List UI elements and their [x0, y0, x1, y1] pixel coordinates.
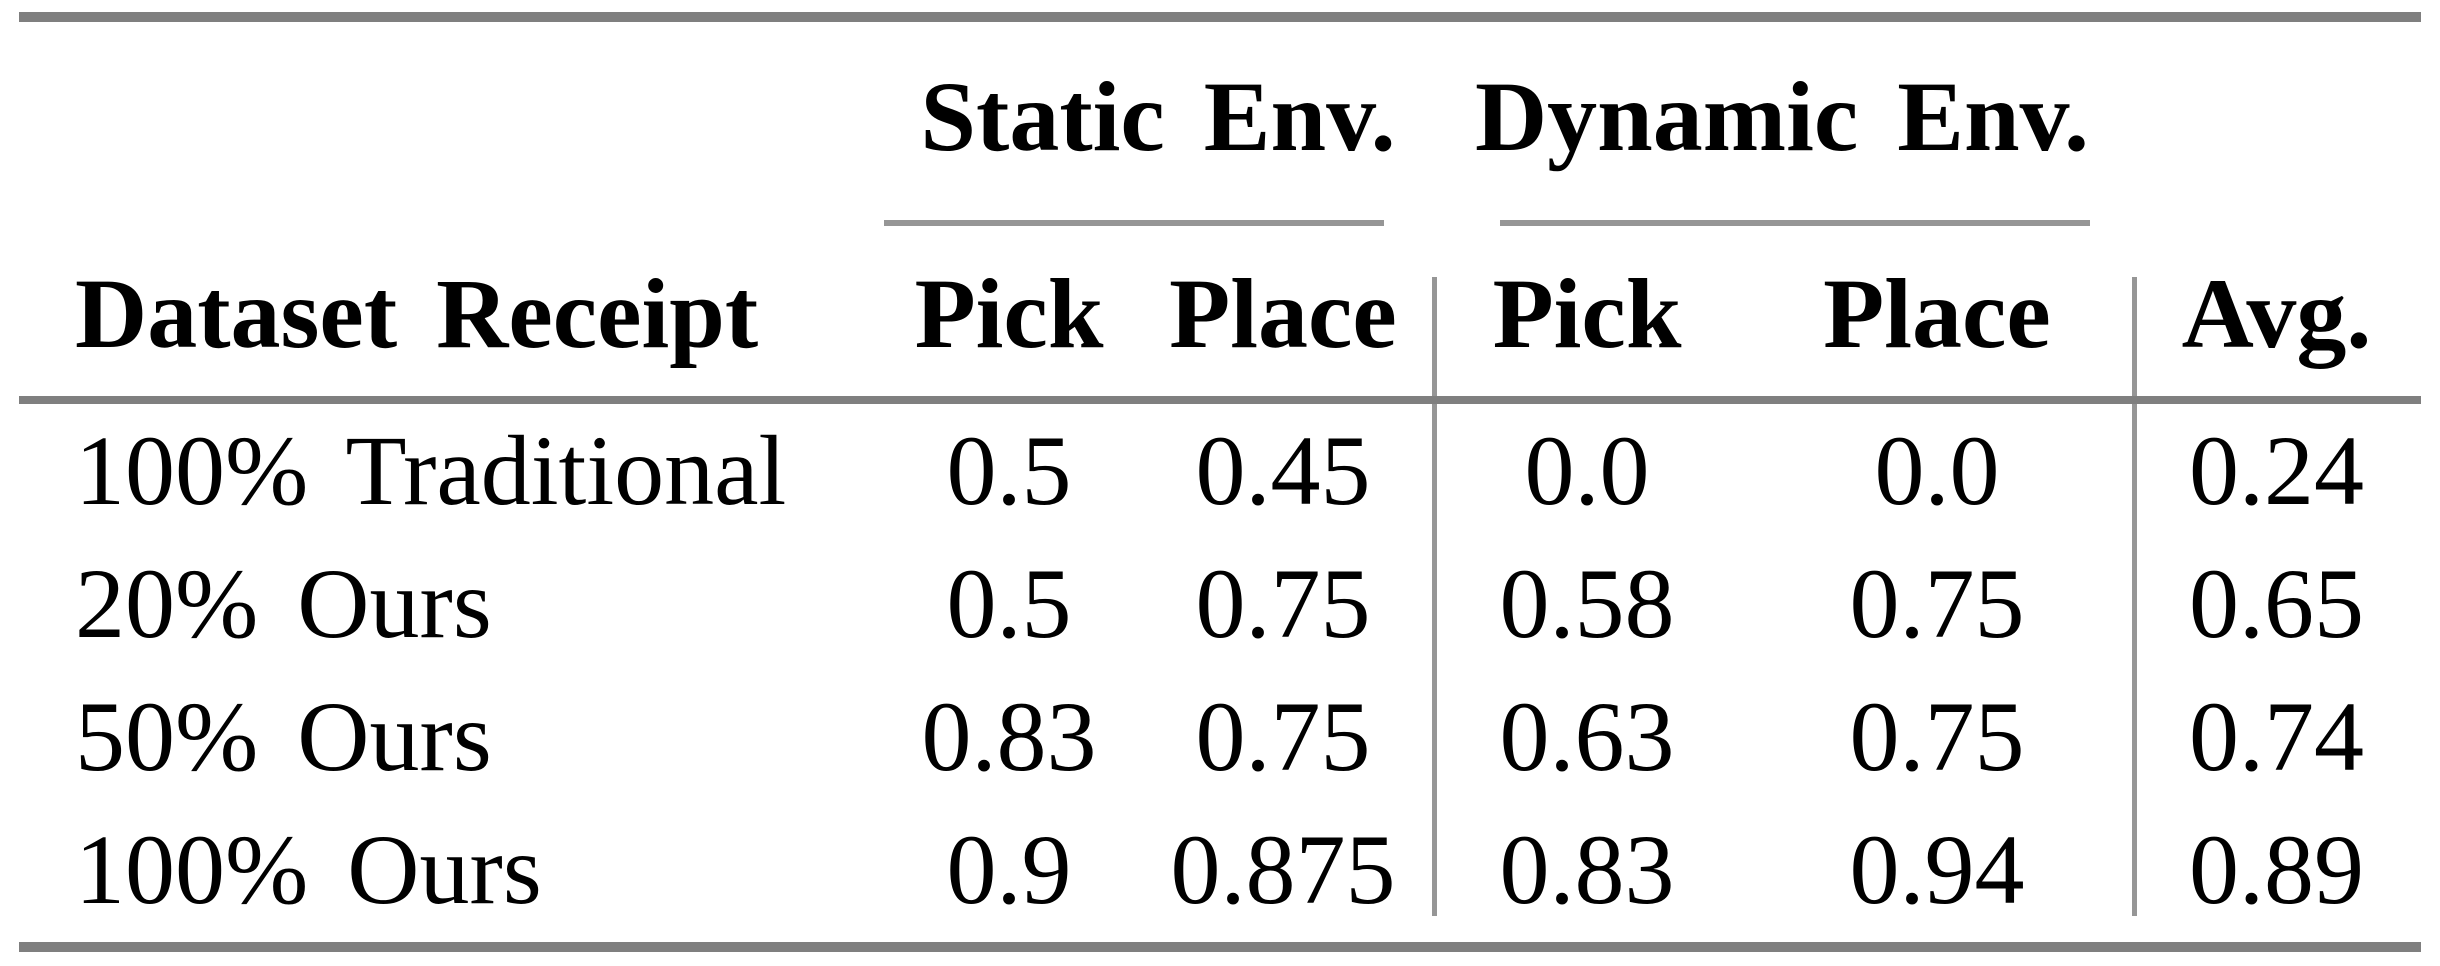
- group-header-static-label: Static Env.: [920, 61, 1396, 172]
- vertical-divider-rule: [1432, 537, 1437, 670]
- cell-value: 0.74: [2189, 680, 2364, 792]
- cell-static-pick: 0.5: [946, 547, 1072, 659]
- cell-value: 0.83: [1499, 813, 1675, 925]
- group-header-spacer-left: [19, 22, 884, 232]
- cell-avg: 0.65: [2132, 537, 2421, 670]
- cell-value: 0.24: [2189, 414, 2364, 526]
- group-header-dynamic-label: Dynamic Env.: [1474, 61, 2090, 172]
- cell-dynamic-place: 0.0: [1874, 414, 2000, 526]
- cell-dynamic-place: 0.75: [1849, 680, 2025, 792]
- vertical-divider-rule: [1432, 670, 1437, 803]
- vertical-divider-rule: [2132, 803, 2137, 916]
- cell-value: 0.89: [2189, 813, 2364, 925]
- results-table: Static Env. Dynamic Env. Dataset Receipt…: [19, 22, 2421, 936]
- header-divider-rule: [19, 396, 2421, 404]
- row-label: 100% Traditional: [75, 414, 787, 526]
- cell-static-pick: 0.9: [946, 813, 1072, 925]
- cell-static-place: 0.45: [1195, 414, 1371, 526]
- cell-static-place: 0.875: [1170, 813, 1396, 925]
- vertical-divider-rule: [1432, 404, 1437, 537]
- cell-static-place: 0.75: [1195, 680, 1371, 792]
- column-header-dataset-receipt: Dataset Receipt: [75, 258, 759, 369]
- row-label: 20% Ours: [75, 547, 492, 659]
- cell-dynamic-pick: 0.0: [1432, 404, 1742, 537]
- cell-static-pick: 0.5: [946, 414, 1072, 526]
- cell-dynamic-pick: 0.83: [1432, 803, 1742, 936]
- dynamic-group-underline: [1500, 220, 2090, 226]
- vertical-divider-rule: [1432, 803, 1437, 916]
- column-header-avg-label: Avg.: [2181, 258, 2372, 369]
- group-header-dynamic: Dynamic Env.: [1432, 22, 2132, 232]
- cell-value: 0.65: [2189, 547, 2364, 659]
- cell-value: 0.0: [1524, 414, 1650, 526]
- column-header-avg: Avg.: [2132, 232, 2421, 396]
- vertical-divider-rule: [2132, 670, 2137, 803]
- cell-value: 0.58: [1499, 547, 1675, 659]
- cell-dynamic-place: 0.75: [1849, 547, 2025, 659]
- row-label: 50% Ours: [75, 680, 492, 792]
- vertical-divider-rule: [1432, 277, 1437, 396]
- column-header-dynamic-pick: Pick: [1432, 232, 1742, 396]
- cell-avg: 0.74: [2132, 670, 2421, 803]
- vertical-divider-rule: [2132, 537, 2137, 670]
- vertical-divider-rule: [2132, 404, 2137, 537]
- bottom-rule: [19, 942, 2421, 952]
- column-header-static-pick: Pick: [914, 258, 1104, 369]
- cell-dynamic-pick: 0.63: [1432, 670, 1742, 803]
- row-label: 100% Ours: [75, 813, 542, 925]
- static-group-underline: [884, 220, 1384, 226]
- cell-dynamic-place: 0.94: [1849, 813, 2025, 925]
- cell-avg: 0.89: [2132, 803, 2421, 936]
- group-header-static: Static Env.: [884, 22, 1432, 232]
- column-header-static-place: Place: [1169, 258, 1397, 369]
- cell-avg: 0.24: [2132, 404, 2421, 537]
- column-header-dynamic-place: Place: [1823, 258, 2051, 369]
- top-rule: [19, 12, 2421, 22]
- vertical-divider-rule: [2132, 277, 2137, 396]
- cell-static-place: 0.75: [1195, 547, 1371, 659]
- cell-static-pick: 0.83: [921, 680, 1097, 792]
- group-header-spacer-right: [2132, 22, 2421, 232]
- cell-value: 0.63: [1499, 680, 1675, 792]
- column-header-dynamic-pick-label: Pick: [1492, 258, 1682, 369]
- cell-dynamic-pick: 0.58: [1432, 537, 1742, 670]
